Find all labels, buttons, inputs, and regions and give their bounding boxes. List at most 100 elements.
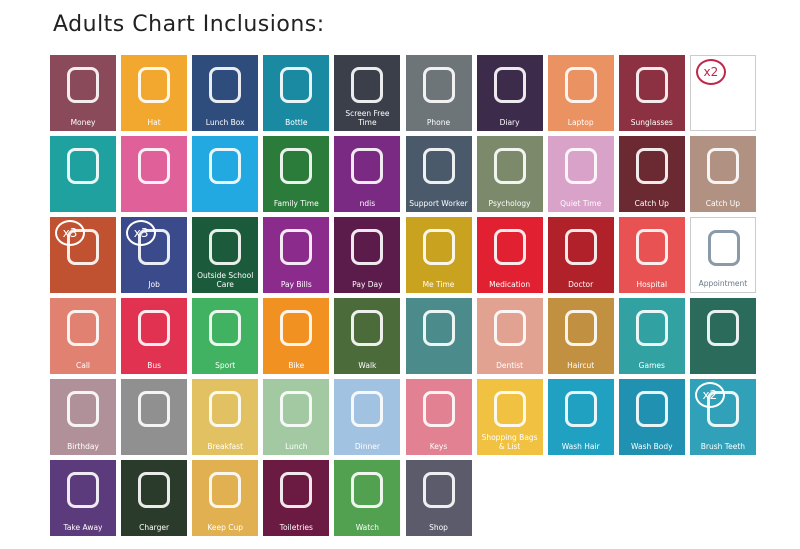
- tile-icon: [564, 67, 597, 103]
- tile-label: Laptop: [567, 118, 594, 127]
- tile: Quiet Time: [547, 136, 614, 212]
- tile-icon: [422, 310, 455, 346]
- tile: Breakfast: [192, 379, 259, 455]
- tile: Bike: [263, 298, 330, 374]
- tile-label: Walk: [358, 361, 377, 370]
- tile-label: Toiletries: [279, 523, 313, 532]
- tile-label: Shop: [429, 523, 448, 532]
- tile-icon: [422, 148, 455, 184]
- tile-icon: [422, 229, 455, 265]
- tile: Wash Hair: [547, 379, 614, 455]
- tile-icon: [635, 391, 668, 427]
- tile: Support Worker: [405, 136, 472, 212]
- tile-icon: [564, 229, 597, 265]
- tile-icon: [564, 148, 597, 184]
- tile-icon: [422, 391, 455, 427]
- tile: Psychology: [476, 136, 543, 212]
- tile-icon: [493, 229, 526, 265]
- tile-icon: [67, 391, 99, 427]
- tile-label: Dentist: [496, 361, 524, 370]
- tile-icon: [209, 148, 242, 184]
- page-title: Adults Chart Inclusions:: [53, 12, 325, 37]
- tile-label: Family Time: [273, 199, 319, 208]
- tile-label: Games: [638, 361, 665, 370]
- tile: [121, 136, 188, 212]
- tile-label: Support Worker: [409, 199, 468, 208]
- tile-icon: [280, 148, 313, 184]
- tile: Games: [618, 298, 685, 374]
- tile: Bottle: [263, 55, 330, 131]
- tile-label: Take Away: [63, 523, 103, 532]
- tile-label: Shopping Bags & List: [481, 433, 538, 451]
- tile-icon: [280, 229, 313, 265]
- tile: ndis: [334, 136, 401, 212]
- tile-icon: [635, 67, 668, 103]
- tile-icon: [138, 310, 171, 346]
- tile-icon: [493, 67, 526, 103]
- tile-label: Call: [75, 361, 90, 370]
- tile: Shopping Bags & List: [476, 379, 543, 455]
- tile-icon: [493, 310, 526, 346]
- tile-label: Psychology: [488, 199, 531, 208]
- tile-label: Lunch Box: [205, 118, 245, 127]
- tile-icon: [138, 472, 171, 508]
- tile-icon: [280, 67, 313, 103]
- tile-label: Pay Bills: [280, 280, 312, 289]
- tile: Appointment: [689, 217, 756, 293]
- tile: Medication: [476, 217, 543, 293]
- tile: Hat: [121, 55, 188, 131]
- tile: Hospital: [618, 217, 685, 293]
- tile-label: Doctor: [568, 280, 594, 289]
- tile-label: Medication: [489, 280, 531, 289]
- tile-icon: [209, 391, 242, 427]
- tile: Family Time: [263, 136, 330, 212]
- tile-label: Lunch: [285, 442, 308, 451]
- tile-icon: [138, 148, 171, 184]
- tile-label: Screen Free Time: [345, 109, 390, 127]
- tile: x2: [689, 55, 756, 131]
- tile-label: Bottle: [285, 118, 308, 127]
- tile-label: Diary: [499, 118, 520, 127]
- tile: [121, 379, 188, 455]
- tile-icon: [209, 310, 242, 346]
- tile-label: ndis: [359, 199, 376, 208]
- tile: Toiletries: [263, 460, 330, 536]
- tile-icon: [351, 391, 384, 427]
- tile-icon: [209, 229, 242, 265]
- tile: Me Time: [405, 217, 472, 293]
- tile-label: Keep Cup: [207, 523, 244, 532]
- tile-label: Brush Teeth: [700, 442, 746, 451]
- tile-label: Hospital: [636, 280, 668, 289]
- tile-icon: [635, 229, 668, 265]
- tile: Brush Teeth x2: [689, 379, 756, 455]
- tile-icon: [706, 310, 739, 346]
- tile: Laptop: [547, 55, 614, 131]
- tile-label: Hat: [147, 118, 161, 127]
- tile-label: Breakfast: [207, 442, 244, 451]
- tile-icon: [280, 391, 313, 427]
- tile-label: Pay Day: [352, 280, 383, 289]
- tile-icon: [209, 472, 242, 508]
- tile-label: Catch Up: [634, 199, 669, 208]
- tile-icon: [351, 148, 384, 184]
- tile: Doctor: [547, 217, 614, 293]
- tile: Lunch: [263, 379, 330, 455]
- tile-icon: [422, 472, 455, 508]
- tile-label: Sunglasses: [630, 118, 673, 127]
- tile: Shop: [405, 460, 472, 536]
- tile: Lunch Box: [192, 55, 259, 131]
- tile-icon: [67, 472, 99, 508]
- tile: Job x3: [121, 217, 188, 293]
- tile-icon: [351, 229, 384, 265]
- tile-label: Money: [70, 118, 96, 127]
- tile-icon: [706, 148, 739, 184]
- tile-icon: [138, 67, 171, 103]
- tile-icon: [564, 310, 597, 346]
- tile-icon: [67, 310, 99, 346]
- tile-icon: [209, 67, 242, 103]
- tile: Pay Bills: [263, 217, 330, 293]
- tile-label: Job: [148, 280, 160, 289]
- tile-label: Wash Hair: [561, 442, 600, 451]
- tile-icon: [138, 391, 171, 427]
